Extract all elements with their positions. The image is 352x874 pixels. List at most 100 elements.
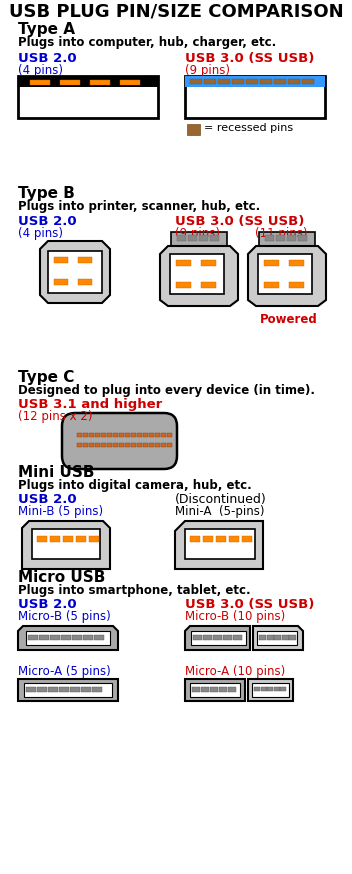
Bar	[288, 79, 300, 84]
Bar	[203, 635, 212, 640]
Text: (9 pins): (9 pins)	[175, 227, 220, 240]
Bar	[113, 433, 118, 437]
Bar	[176, 282, 191, 288]
Bar	[274, 687, 279, 691]
Text: Designed to plug into every device (in time).: Designed to plug into every device (in t…	[18, 384, 315, 397]
Bar	[70, 687, 80, 692]
Bar	[199, 235, 208, 241]
Bar	[201, 687, 209, 692]
Bar	[32, 529, 100, 559]
Bar	[107, 433, 112, 437]
Bar	[190, 79, 202, 84]
Bar	[257, 631, 297, 645]
Bar	[167, 443, 172, 447]
Bar	[18, 76, 158, 87]
Bar	[185, 76, 325, 87]
Bar	[155, 433, 160, 437]
Bar	[246, 79, 258, 84]
Text: USB PLUG PIN/SIZE COMPARISON: USB PLUG PIN/SIZE COMPARISON	[9, 3, 343, 21]
Bar	[229, 536, 239, 542]
Bar	[289, 260, 304, 266]
Bar	[289, 282, 304, 288]
Text: (12 pins x 2): (12 pins x 2)	[18, 410, 93, 423]
Bar	[192, 687, 200, 692]
Bar	[171, 232, 227, 246]
Bar	[54, 279, 68, 285]
Bar	[54, 257, 68, 263]
Bar	[274, 635, 281, 640]
Text: USB 2.0: USB 2.0	[18, 52, 77, 65]
Bar	[276, 235, 285, 241]
Bar	[167, 433, 172, 437]
Bar	[232, 79, 244, 84]
Bar	[260, 79, 272, 84]
Bar	[83, 443, 88, 447]
Bar	[287, 235, 296, 241]
Bar	[213, 635, 222, 640]
Bar	[242, 536, 252, 542]
Bar	[77, 433, 82, 437]
Polygon shape	[253, 626, 303, 650]
Bar	[119, 443, 124, 447]
Bar	[219, 687, 227, 692]
Bar	[125, 433, 130, 437]
Text: Mini-B (5 pins): Mini-B (5 pins)	[18, 505, 103, 518]
Text: Plugs into printer, scanner, hub, etc.: Plugs into printer, scanner, hub, etc.	[18, 200, 260, 213]
Bar	[137, 433, 142, 437]
Bar	[190, 536, 200, 542]
Text: (11 pins): (11 pins)	[255, 227, 308, 240]
Polygon shape	[160, 246, 238, 306]
Bar	[260, 687, 266, 691]
Bar	[60, 80, 80, 85]
Bar	[185, 76, 325, 118]
Bar	[254, 687, 260, 691]
Bar	[201, 282, 216, 288]
Bar	[201, 260, 216, 266]
Bar	[78, 279, 92, 285]
Bar	[259, 232, 315, 246]
Bar	[119, 433, 124, 437]
Bar	[266, 635, 274, 640]
Bar	[89, 433, 94, 437]
Text: (4 pins): (4 pins)	[18, 64, 63, 77]
Bar	[101, 433, 106, 437]
Bar	[228, 687, 236, 692]
Text: Micro USB: Micro USB	[18, 570, 105, 585]
Bar	[48, 687, 58, 692]
Polygon shape	[22, 521, 110, 569]
Bar	[63, 536, 73, 542]
Bar	[282, 635, 289, 640]
Bar	[264, 282, 279, 288]
Bar	[28, 635, 38, 640]
Bar	[50, 635, 60, 640]
Bar	[203, 536, 213, 542]
Bar	[176, 260, 191, 266]
Bar	[90, 80, 110, 85]
Bar	[187, 124, 200, 135]
Bar	[26, 631, 110, 645]
Bar	[204, 79, 216, 84]
Bar	[72, 635, 82, 640]
Text: Plugs into digital camera, hub, etc.: Plugs into digital camera, hub, etc.	[18, 479, 252, 492]
Text: USB 3.0 (SS USB): USB 3.0 (SS USB)	[185, 52, 314, 65]
Bar	[59, 687, 69, 692]
Text: Micro-A (5 pins): Micro-A (5 pins)	[18, 665, 111, 678]
Bar	[185, 529, 255, 559]
Bar	[298, 235, 307, 241]
Bar	[131, 433, 136, 437]
Polygon shape	[40, 241, 110, 303]
Bar	[248, 679, 293, 701]
Bar	[185, 679, 245, 701]
Bar	[76, 536, 86, 542]
Bar	[264, 260, 279, 266]
Bar	[50, 536, 60, 542]
Bar	[289, 635, 296, 640]
Bar	[210, 687, 218, 692]
Bar	[193, 635, 202, 640]
Bar	[37, 687, 47, 692]
Bar	[155, 443, 160, 447]
Bar	[61, 635, 71, 640]
Text: (Discontinued): (Discontinued)	[175, 493, 267, 506]
Bar	[170, 254, 224, 294]
Bar	[18, 76, 158, 118]
